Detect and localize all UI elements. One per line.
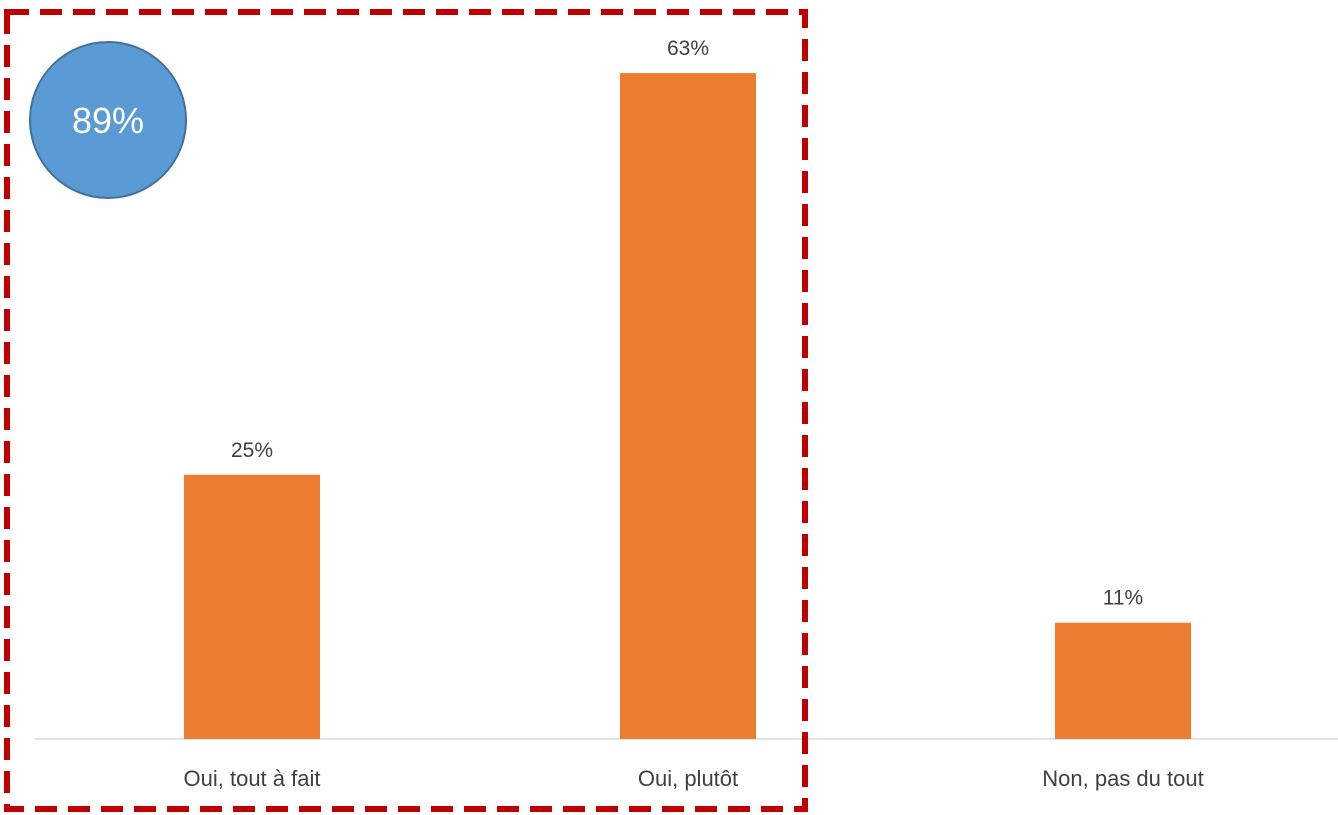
bar xyxy=(184,474,320,739)
category-tick-label: Oui, plutôt xyxy=(638,766,738,791)
bars xyxy=(184,73,1191,740)
bar xyxy=(620,73,756,740)
bar xyxy=(1055,622,1191,739)
highlight-box xyxy=(4,9,808,812)
highlight-bubble-label: 89% xyxy=(72,100,144,141)
category-labels: Oui, tout à fait Oui, plutôt Non, pas du t… xyxy=(184,766,1204,791)
value-labels: 25% 63% 11% xyxy=(231,37,1143,610)
highlight-bubble xyxy=(29,41,187,199)
category-tick-label: Oui, tout à fait xyxy=(184,766,321,791)
data-label: 25% xyxy=(231,439,273,462)
category-tick-label: Non, pas du tout xyxy=(1042,766,1203,791)
data-label: 11% xyxy=(1103,587,1143,610)
data-label: 63% xyxy=(667,37,709,60)
